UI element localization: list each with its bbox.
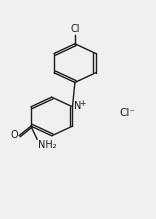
Text: +: + — [80, 99, 86, 108]
Text: O: O — [10, 130, 18, 140]
Text: Cl: Cl — [70, 24, 80, 34]
Text: N: N — [74, 101, 81, 111]
Text: Cl⁻: Cl⁻ — [119, 108, 135, 118]
Text: NH₂: NH₂ — [38, 140, 57, 150]
